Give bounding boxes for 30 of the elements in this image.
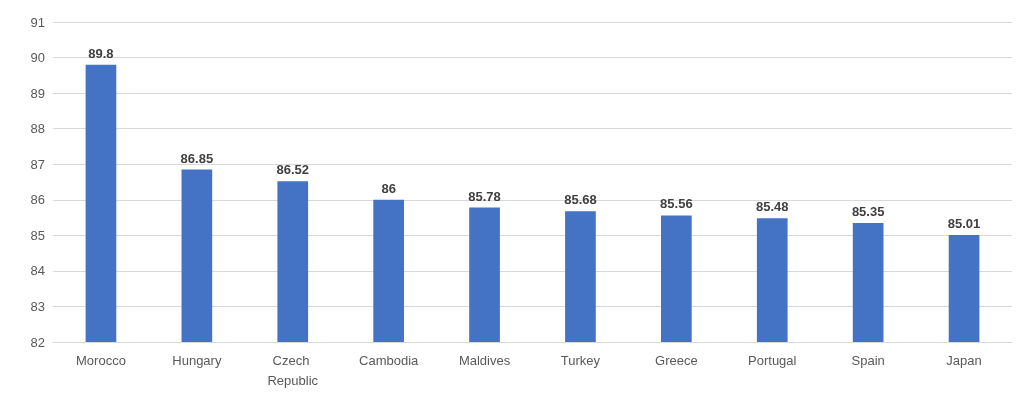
x-tick-label: Turkey bbox=[560, 352, 601, 368]
y-tick-label: 82 bbox=[30, 334, 45, 350]
data-label: 85.01 bbox=[947, 215, 981, 231]
x-tick-label: Greece bbox=[655, 352, 698, 368]
x-tick-label: Morocco bbox=[76, 352, 126, 368]
y-tick-label: 91 bbox=[30, 14, 45, 30]
data-label: 89.8 bbox=[88, 45, 114, 61]
data-label: 86.52 bbox=[276, 162, 310, 178]
data-label: 85.78 bbox=[468, 188, 501, 204]
x-tick-label: Spain bbox=[851, 352, 885, 368]
x-tick-label: Czech Republic bbox=[267, 352, 319, 388]
y-tick-label: 87 bbox=[30, 156, 45, 172]
y-tick-label: 89 bbox=[30, 85, 45, 101]
data-label: 86 bbox=[381, 180, 396, 196]
y-tick-label: 83 bbox=[30, 298, 45, 314]
y-tick-label: 85 bbox=[30, 227, 45, 243]
x-tick-label: Maldives bbox=[458, 352, 511, 368]
x-tick-label: Portugal bbox=[748, 352, 797, 368]
x-tick-label: Hungary bbox=[172, 352, 222, 368]
y-tick-label: 84 bbox=[30, 263, 45, 279]
y-tick-label: 88 bbox=[30, 121, 45, 137]
data-label: 85.48 bbox=[755, 199, 789, 215]
data-label: 86.85 bbox=[180, 150, 214, 166]
x-tick-label: Cambodia bbox=[359, 352, 420, 368]
y-tick-label: 86 bbox=[30, 192, 45, 208]
y-tick-label: 90 bbox=[30, 50, 45, 66]
data-label: 85.35 bbox=[851, 203, 885, 219]
data-label: 85.56 bbox=[660, 196, 693, 212]
x-tick-label: Japan bbox=[946, 352, 982, 368]
data-label: 85.68 bbox=[564, 192, 597, 208]
